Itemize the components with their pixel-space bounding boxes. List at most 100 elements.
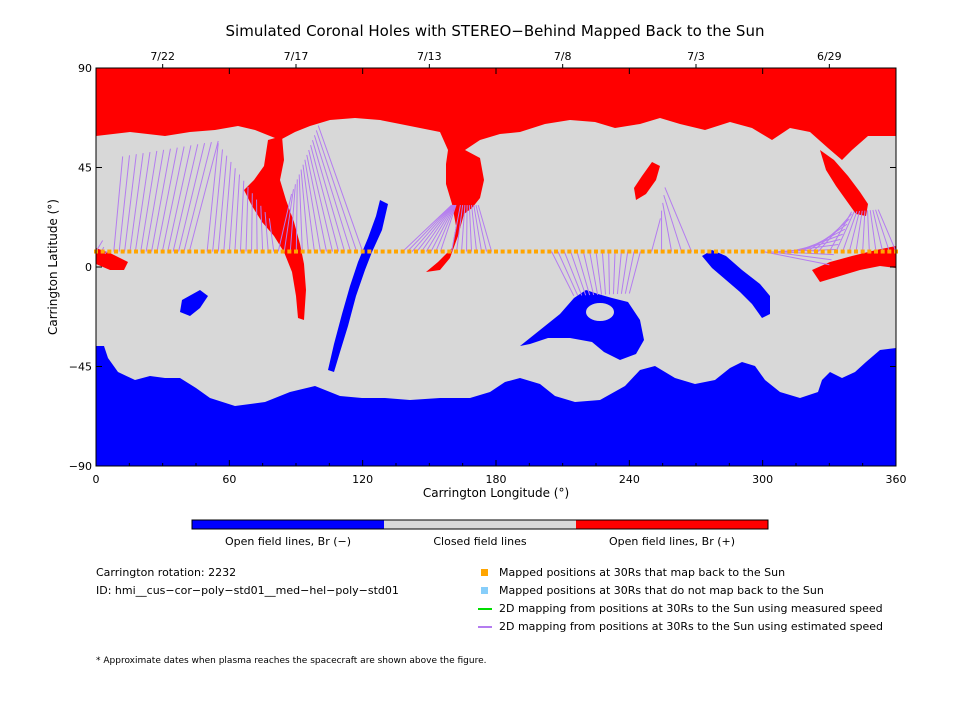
estimated-speed-mapping-line xyxy=(664,187,693,252)
mapped-position-point xyxy=(694,249,698,254)
x-axis-ticks: 0 60 120 180 240 300 360 xyxy=(93,68,907,486)
y-tick-label: −90 xyxy=(69,460,92,473)
mapped-position-point xyxy=(387,249,392,254)
blue-arc-open-negative-region xyxy=(702,250,770,318)
estimated-speed-mapping-line xyxy=(877,209,897,252)
estimated-speed-mapping-line xyxy=(471,205,478,252)
mapped-position-point xyxy=(280,249,285,254)
mapped-position-point xyxy=(587,249,592,254)
mapped-position-point xyxy=(660,249,665,254)
colorbar: Open field lines, Br (−) Closed field li… xyxy=(191,519,769,548)
mapped-position-point xyxy=(287,249,292,254)
narrow-open-negative-channel xyxy=(328,200,388,372)
estimated-speed-mapping-lines xyxy=(95,125,897,296)
mapped-position-point xyxy=(260,249,265,254)
x-tick-label: 180 xyxy=(486,473,507,486)
estimated-speed-mapping-line xyxy=(118,155,130,252)
mapped-position-point xyxy=(367,249,372,254)
model-id-text: ID: hmi__cus−cor−poly−std01__med−hel−pol… xyxy=(96,584,399,597)
mapped-position-point xyxy=(200,249,205,254)
mapped-position-point xyxy=(794,249,798,254)
mapped-position-point xyxy=(147,249,152,254)
mapped-position-point xyxy=(740,249,745,254)
mapped-position-point xyxy=(300,249,305,254)
mapped-position-point xyxy=(167,249,172,254)
estimated-speed-mapping-line xyxy=(256,199,258,252)
estimated-speed-mapping-line xyxy=(835,211,855,252)
mapped-position-point xyxy=(820,249,825,254)
estimated-speed-mapping-line xyxy=(576,251,591,296)
red-open-positive-edge-right xyxy=(812,246,896,282)
mapped-position-point xyxy=(127,249,132,254)
estimated-speed-mapping-line xyxy=(206,143,219,252)
mapped-position-point xyxy=(847,249,852,254)
mapped-position-point xyxy=(560,249,565,254)
estimated-speed-mapping-line xyxy=(628,251,641,294)
estimated-speed-mapping-line xyxy=(768,251,832,261)
estimated-speed-mapping-line xyxy=(411,204,454,252)
mapped-position-point xyxy=(294,249,298,254)
mapped-position-point xyxy=(807,249,812,254)
estimated-speed-mapping-line xyxy=(183,141,212,252)
mapped-position-point xyxy=(254,249,258,254)
mapped-position-point xyxy=(594,249,598,254)
mapped-position-point xyxy=(214,249,218,254)
mapped-position-point xyxy=(227,249,232,254)
mapped-position-point xyxy=(527,249,532,254)
lightblue-square-icon xyxy=(481,587,488,594)
mapped-position-point xyxy=(114,249,118,254)
estimated-speed-mapping-line xyxy=(283,189,294,252)
estimated-speed-mapping-line xyxy=(551,251,575,296)
estimated-speed-mapping-line xyxy=(557,251,579,296)
estimated-speed-mapping-line xyxy=(308,149,333,252)
estimated-speed-mapping-line xyxy=(407,204,453,252)
estimated-speed-mapping-line xyxy=(430,204,456,252)
colorbar-positive xyxy=(576,520,768,529)
estimated-speed-mapping-line xyxy=(304,159,321,252)
estimated-speed-mapping-line xyxy=(466,205,468,252)
estimated-speed-mapping-line xyxy=(855,210,863,252)
mapped-position-point xyxy=(507,249,512,254)
mapped-position-point xyxy=(274,249,278,254)
estimated-speed-mapping-line xyxy=(595,251,603,295)
y-axis-label: Carrington Latitude (°) xyxy=(46,199,60,335)
estimated-speed-mapping-line xyxy=(317,125,364,252)
mapped-position-point xyxy=(700,249,705,254)
estimated-speed-mapping-line xyxy=(651,218,661,252)
mapped-position-point xyxy=(674,249,678,254)
estimated-speed-mapping-line xyxy=(156,147,178,252)
estimated-speed-mapping-line xyxy=(456,205,464,252)
estimated-speed-mapping-line xyxy=(315,130,358,252)
estimated-speed-mapping-line xyxy=(582,251,595,296)
mapped-position-point xyxy=(607,249,612,254)
mapped-position-point xyxy=(487,249,492,254)
mapped-position-point xyxy=(860,249,865,254)
estimated-speed-mapping-line xyxy=(570,251,587,296)
mapped-position-point xyxy=(747,249,752,254)
mapped-position-point xyxy=(334,249,338,254)
mapped-position-point xyxy=(340,249,345,254)
estimated-speed-mapping-line xyxy=(806,223,848,252)
estimated-speed-mapping-line xyxy=(228,168,236,252)
mapped-position-point xyxy=(554,249,558,254)
estimated-speed-mapping-line xyxy=(762,251,830,266)
estimated-speed-mapping-line xyxy=(624,251,635,294)
legend-label: 2D mapping from positions at 30Rs to the… xyxy=(499,620,884,633)
estimated-speed-mapping-line xyxy=(416,204,454,252)
mapped-position-point xyxy=(247,249,252,254)
mapped-position-point xyxy=(154,249,158,254)
estimated-speed-mapping-line xyxy=(312,140,346,252)
mapped-position-point xyxy=(354,249,358,254)
x-tick-label: 0 xyxy=(93,473,100,486)
red-open-positive-lobe-80 xyxy=(244,136,306,320)
top-date-label: 6/29 xyxy=(817,50,842,63)
estimated-speed-mapping-line xyxy=(867,210,870,252)
estimated-speed-mapping-line xyxy=(264,212,269,252)
south-polar-open-negative-region xyxy=(96,346,896,466)
mapped-position-point xyxy=(767,249,772,254)
colorbar-label-negative: Open field lines, Br (−) xyxy=(225,535,351,548)
estimated-speed-mapping-line xyxy=(402,204,452,252)
mapped-position-point xyxy=(134,249,138,254)
estimated-speed-mapping-line xyxy=(663,194,683,252)
mapped-position-point xyxy=(480,249,485,254)
